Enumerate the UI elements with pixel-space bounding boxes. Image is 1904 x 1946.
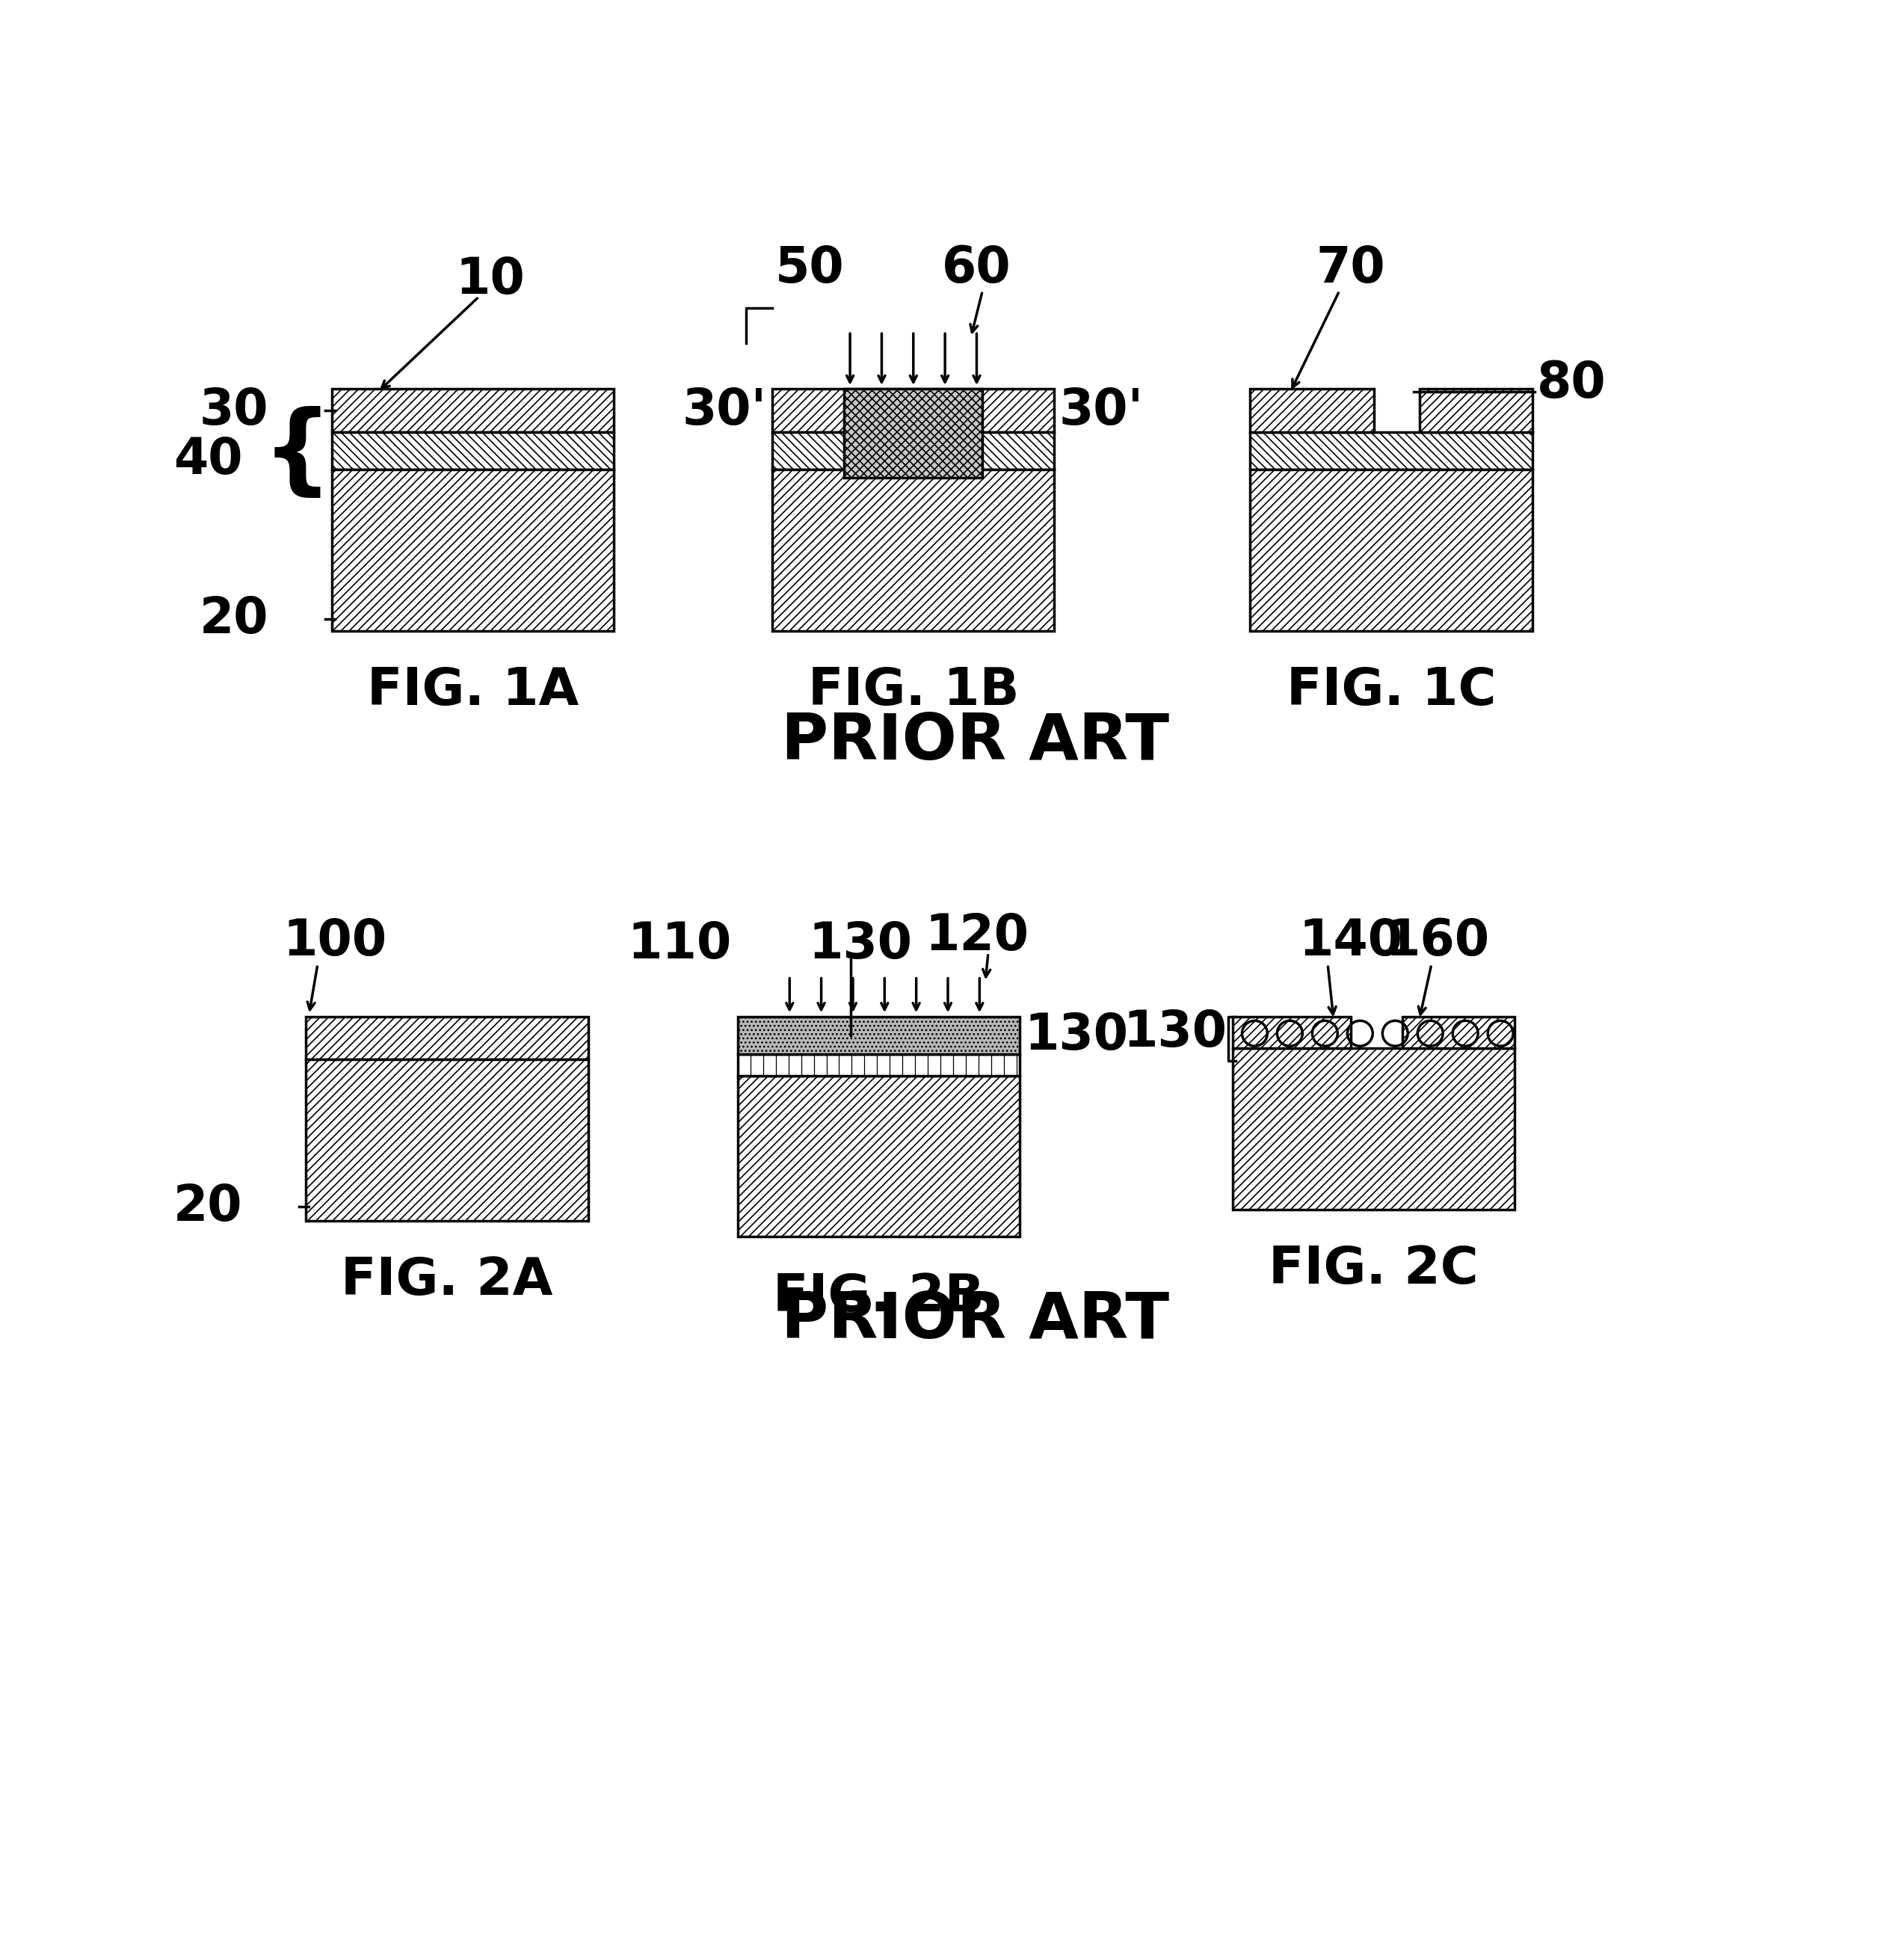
Text: 20: 20 [200,595,268,644]
Text: FIG. 1C: FIG. 1C [1287,666,1497,716]
Text: 130: 130 [809,920,912,969]
Text: 30': 30' [1059,385,1144,436]
Bar [1401,1016,1516,1049]
Bar [1251,469,1533,631]
Text: PRIOR ART: PRIOR ART [781,1290,1169,1352]
Text: 130: 130 [1123,1008,1226,1057]
Text: 40: 40 [173,436,244,485]
Bar [773,432,1055,469]
Bar [1418,389,1533,432]
Bar [331,389,613,432]
Bar [737,1076,1021,1238]
Text: 130: 130 [1024,1010,1129,1061]
Bar [1232,1049,1516,1208]
Text: FIG. 2B: FIG. 2B [773,1271,984,1321]
Text: 10: 10 [455,255,526,304]
Text: 80: 80 [1537,358,1607,409]
Text: 70: 70 [1316,243,1386,292]
Text: 100: 100 [284,917,387,967]
Bar [331,469,613,631]
Text: 50: 50 [775,243,845,292]
Text: 110: 110 [628,920,731,969]
Text: FIG. 2C: FIG. 2C [1268,1243,1479,1294]
Bar [1251,389,1375,432]
Bar [307,1016,588,1059]
Text: 20: 20 [173,1181,244,1232]
Bar [843,389,982,477]
Text: FIG. 1A: FIG. 1A [367,666,579,716]
Bar [773,469,1055,631]
Text: 120: 120 [925,911,1028,961]
Bar [331,432,613,469]
Bar [1232,1016,1350,1049]
Text: 60: 60 [942,243,1011,292]
Bar [773,389,1055,432]
Bar [737,1016,1021,1055]
Bar [307,1059,588,1220]
Text: 30': 30' [682,385,767,436]
Bar [737,1055,1021,1076]
Text: 160: 160 [1386,917,1489,967]
Text: FIG. 2A: FIG. 2A [341,1255,552,1306]
Bar [1251,432,1533,469]
Text: 30: 30 [200,385,268,436]
Text: FIG. 1B: FIG. 1B [807,666,1019,716]
Text: {: { [263,407,333,502]
Text: PRIOR ART: PRIOR ART [781,712,1169,773]
Text: 140: 140 [1299,917,1403,967]
